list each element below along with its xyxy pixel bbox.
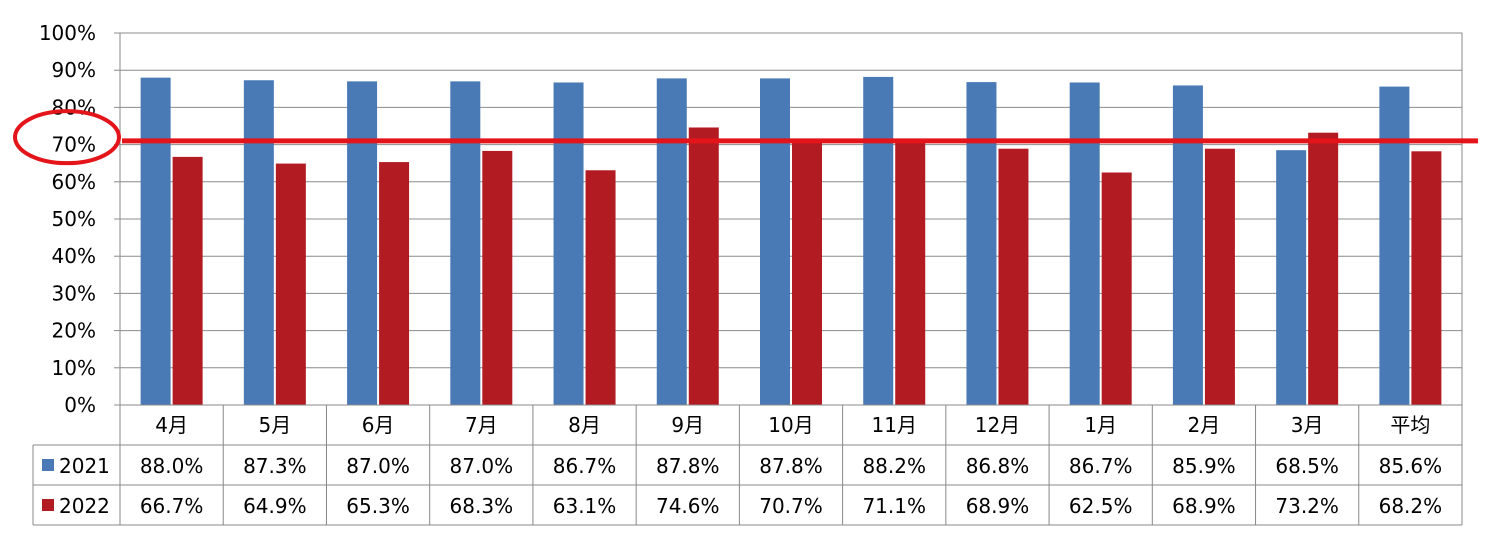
data-label-2022: 68.9% <box>966 494 1030 518</box>
data-label-2021: 87.8% <box>656 454 720 478</box>
bar-2022-5 <box>688 127 719 405</box>
bar-2022-1 <box>275 163 306 405</box>
category-label: 10月 <box>768 413 813 437</box>
data-label-2021: 86.7% <box>553 454 617 478</box>
y-tick-label: 60% <box>52 170 96 194</box>
category-label: 11月 <box>872 413 917 437</box>
data-label-2021: 87.3% <box>243 454 307 478</box>
bar-2021-1 <box>243 80 274 405</box>
category-label: 1月 <box>1084 413 1117 437</box>
bar-2021-0 <box>140 77 171 405</box>
y-tick-label: 30% <box>52 281 96 305</box>
data-label-2022: 73.2% <box>1275 494 1339 518</box>
bar-2022-8 <box>998 148 1029 405</box>
bar-2021-7 <box>863 76 894 406</box>
data-label-2022: 66.7% <box>140 494 204 518</box>
highlight-circle <box>13 109 121 166</box>
category-label: 4月 <box>155 413 188 437</box>
data-label-2022: 64.9% <box>243 494 307 518</box>
y-tick-label: 80% <box>52 95 96 119</box>
data-label-2021: 88.0% <box>140 454 204 478</box>
bar-2021-5 <box>656 78 687 405</box>
bar-2022-4 <box>585 170 616 405</box>
bar-2021-11 <box>1276 150 1307 405</box>
bar-2021-8 <box>966 82 997 405</box>
bar-2021-3 <box>450 81 481 406</box>
data-label-2021: 87.8% <box>759 454 823 478</box>
bar-2022-6 <box>792 141 822 405</box>
legend-label-2021: 2021 <box>59 454 110 478</box>
data-label-2021: 68.5% <box>1275 454 1339 478</box>
bar-2021-2 <box>347 81 378 406</box>
data-label-2022: 68.3% <box>450 494 514 518</box>
y-tick-label: 40% <box>52 244 96 268</box>
bar-2022-7 <box>895 140 926 405</box>
bar-2021-9 <box>1069 82 1100 405</box>
legend-label-2022: 2022 <box>59 494 110 518</box>
y-tick-label: 90% <box>52 58 96 82</box>
data-label-2021: 85.6% <box>1379 454 1443 478</box>
bar-2022-12 <box>1411 151 1442 405</box>
y-tick-label: 70% <box>52 133 96 157</box>
bar-2022-9 <box>1101 172 1132 405</box>
legend-swatch-2021 <box>42 459 54 471</box>
y-tick-label: 50% <box>52 207 96 231</box>
category-label: 3月 <box>1291 413 1324 437</box>
bar-2022-10 <box>1204 148 1235 405</box>
data-label-2022: 65.3% <box>346 494 410 518</box>
y-tick-label: 20% <box>52 319 96 343</box>
data-label-2022: 68.2% <box>1379 494 1443 518</box>
data-label-2021: 85.9% <box>1172 454 1236 478</box>
bar-2022-0 <box>172 156 203 405</box>
category-label: 6月 <box>362 413 395 437</box>
bar-2022-3 <box>482 150 513 405</box>
category-label: 9月 <box>671 413 704 437</box>
bar-2022-11 <box>1308 132 1339 406</box>
category-label: 12月 <box>975 413 1020 437</box>
data-label-2021: 86.7% <box>1069 454 1133 478</box>
category-label: 5月 <box>258 413 291 437</box>
bar-2021-6 <box>760 78 790 405</box>
data-label-2022: 62.5% <box>1069 494 1133 518</box>
data-label-2021: 87.0% <box>450 454 514 478</box>
category-label: 7月 <box>465 413 498 437</box>
category-label: 平均 <box>1390 413 1430 437</box>
data-label-2021: 88.2% <box>862 454 926 478</box>
legend-swatch-2022 <box>42 499 54 511</box>
data-label-2021: 86.8% <box>966 454 1030 478</box>
data-label-2022: 71.1% <box>862 494 926 518</box>
data-label-2022: 74.6% <box>656 494 720 518</box>
y-tick-label: 100% <box>39 21 96 45</box>
data-label-2022: 68.9% <box>1172 494 1236 518</box>
bar-2021-4 <box>553 82 584 405</box>
y-tick-label: 10% <box>52 356 96 380</box>
data-label-2021: 87.0% <box>346 454 410 478</box>
data-label-2022: 63.1% <box>553 494 617 518</box>
bar-2021-10 <box>1172 85 1203 406</box>
category-label: 8月 <box>568 413 601 437</box>
category-label: 2月 <box>1188 413 1221 437</box>
data-label-2022: 70.7% <box>759 494 823 518</box>
bar-2021-12 <box>1379 86 1410 406</box>
bar-2022-2 <box>379 162 410 405</box>
y-tick-label: 0% <box>64 393 96 417</box>
